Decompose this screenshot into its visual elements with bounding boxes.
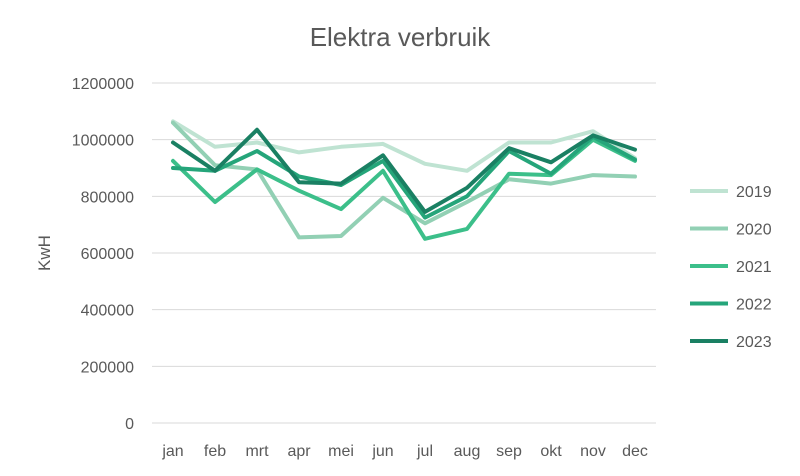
y-tick-label: 600000 [81, 246, 134, 263]
series-line-2020 [171, 120, 637, 240]
gridlines [152, 82, 656, 424]
legend-label-2023: 2023 [736, 334, 772, 351]
series-line-2022 [171, 134, 637, 220]
x-tick-label: jul [416, 443, 433, 460]
x-tick-label: sep [496, 443, 522, 460]
x-tick-label: feb [204, 443, 226, 460]
y-tick-label: 800000 [81, 189, 134, 206]
y-tick-label: 200000 [81, 359, 134, 376]
legend-label-2019: 2019 [736, 184, 772, 201]
legend-label-2020: 2020 [736, 222, 772, 239]
legend: 2019 2020 2021 2022 2023 [690, 184, 772, 351]
x-tick-label: mei [328, 443, 354, 460]
y-axis-label: KwH [35, 235, 54, 271]
x-tick-label: aug [454, 443, 481, 460]
series-line-2019 [171, 119, 637, 173]
legend-label-2022: 2022 [736, 297, 772, 314]
x-tick-label: dec [622, 443, 648, 460]
y-axis-ticks: 0 200000 400000 600000 800000 1000000 1200000 [72, 76, 134, 433]
series-line-2023 [171, 127, 637, 214]
legend-label-2021: 2021 [736, 259, 772, 276]
x-tick-label: okt [540, 443, 562, 460]
x-tick-label: jan [161, 443, 183, 460]
y-tick-label: 0 [125, 416, 134, 433]
x-tick-label: nov [580, 443, 606, 460]
chart-title: Elektra verbruik [310, 22, 492, 52]
series-lines [171, 119, 637, 241]
y-tick-label: 1200000 [72, 76, 134, 93]
x-tick-label: mrt [245, 443, 269, 460]
x-tick-label: jun [371, 443, 393, 460]
x-axis-ticks: jan feb mrt apr mei jun jul aug sep okt nov dec [161, 443, 648, 460]
y-tick-label: 400000 [81, 303, 134, 320]
x-tick-label: apr [287, 443, 311, 460]
y-tick-label: 1000000 [72, 133, 134, 150]
